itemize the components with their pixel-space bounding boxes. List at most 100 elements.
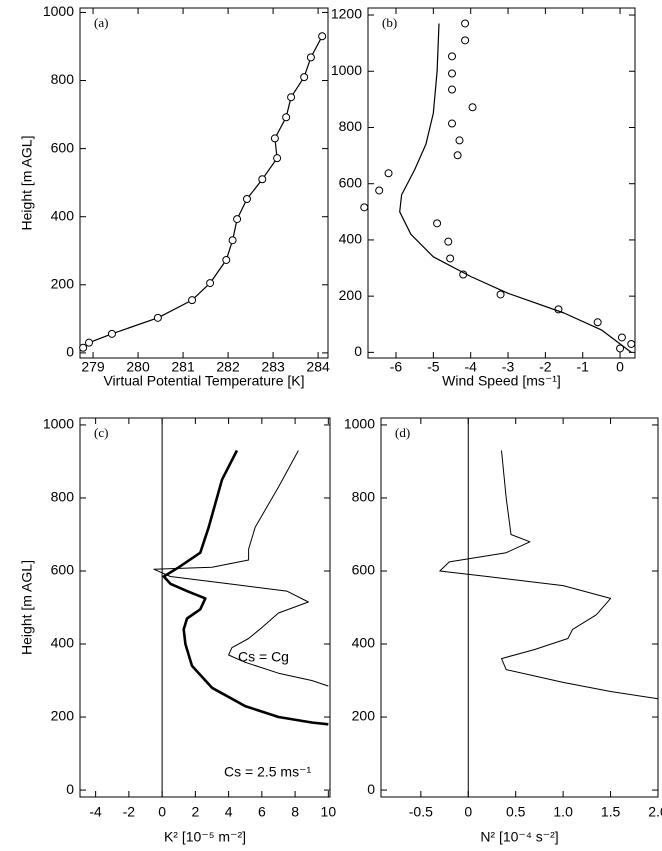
x-tick-label: 2 [191,804,199,820]
y-tick-label: 1000 [43,416,74,432]
data-point [448,85,457,94]
data-point [206,279,215,288]
plot-frame [79,417,331,798]
x-tick-label: 0.5 [506,804,526,820]
y-tick-label: 400 [352,635,376,651]
data-point [446,254,455,263]
data-point [282,113,291,122]
profile-line [153,450,329,687]
y-tick-label: 1000 [344,416,375,432]
y-tick-label: 0 [354,343,362,359]
data-point [258,175,267,184]
data-point [627,339,636,348]
data-point [318,32,327,41]
x-axis-title: K² [10⁻⁵ m⁻²] [164,829,246,845]
profile-line [162,449,329,726]
panel-label: (b) [382,15,397,30]
y-tick-label: 600 [352,562,376,578]
data-point [617,333,626,342]
data-point [79,343,88,352]
data-point [287,93,296,102]
x-tick-label: -2 [539,359,552,375]
y-tick-label: 600 [51,139,75,155]
x-axis-title: Virtual Potential Temperature [K] [103,373,304,389]
profile-line [399,23,632,353]
x-tick-label: -4 [464,359,477,375]
annotation: Cs = Cg [238,649,289,665]
data-point [616,344,625,353]
data-point [188,296,197,305]
y-tick-label: 600 [339,174,363,190]
data-point [448,52,457,61]
y-axis-title: Height [m AGL] [19,136,35,231]
x-tick-label: 8 [291,804,299,820]
y-tick-label: 400 [339,231,363,247]
x-tick-label: 284 [306,359,330,375]
y-tick-label: 400 [51,635,75,651]
plot-frame [380,417,659,798]
data-point [273,154,282,163]
panel-label: (a) [94,15,108,30]
annotation: Cs = 2.5 ms⁻¹ [224,764,311,780]
y-tick-label: 200 [51,708,75,724]
x-tick-label: 281 [171,359,195,375]
x-tick-label: 10 [321,804,337,820]
data-point [85,338,94,347]
panel-label: (d) [395,425,410,440]
data-point [233,215,242,224]
data-point [468,103,477,112]
y-tick-label: 800 [51,71,75,87]
y-tick-label: 1000 [331,62,362,78]
data-point [360,203,369,212]
y-tick-label: 400 [51,207,75,223]
data-point [448,69,457,78]
data-point [228,236,237,245]
profile-line [82,36,323,349]
panel-label: (c) [94,425,108,440]
data-point [433,219,442,228]
y-tick-label: 800 [339,118,363,134]
y-tick-label: 0 [66,781,74,797]
x-tick-label: -2 [123,804,136,820]
x-tick-label: -4 [89,804,102,820]
y-tick-label: 1200 [331,6,362,22]
y-tick-label: 600 [51,562,75,578]
x-axis-title: Wind Speed [ms⁻¹] [442,373,561,389]
data-point [384,169,393,178]
data-point [448,119,457,128]
x-tick-label: 2.0 [648,804,662,820]
data-point [375,186,384,195]
data-point [593,318,602,327]
y-tick-label: 1000 [43,3,74,19]
data-point [444,237,453,246]
data-point [300,73,309,82]
y-tick-label: 800 [352,489,376,505]
x-tick-label: 6 [258,804,266,820]
data-point [461,36,470,45]
x-tick-label: 4 [225,804,233,820]
x-tick-label: 283 [261,359,285,375]
data-point [453,151,462,160]
x-tick-label: 1.5 [601,804,621,820]
y-tick-label: 200 [352,708,376,724]
x-tick-label: -0.5 [409,804,433,820]
data-point [306,53,315,62]
data-point [496,290,505,299]
data-point [270,134,279,143]
plot-frame [79,7,329,359]
x-tick-label: 1.0 [553,804,573,820]
data-point [455,136,464,145]
x-tick-label: 0 [616,359,624,375]
x-tick-label: 282 [216,359,240,375]
x-tick-label: -1 [576,359,589,375]
plot-frame [367,7,636,359]
x-axis-title: N² [10⁻⁴ s⁻²] [480,829,558,845]
x-tick-label: 280 [126,359,150,375]
y-tick-label: 200 [51,276,75,292]
x-tick-label: 0 [158,804,166,820]
y-axis-title: Height [m AGL] [19,560,35,655]
y-tick-label: 0 [367,781,375,797]
data-point [222,255,231,264]
data-point [153,313,162,322]
